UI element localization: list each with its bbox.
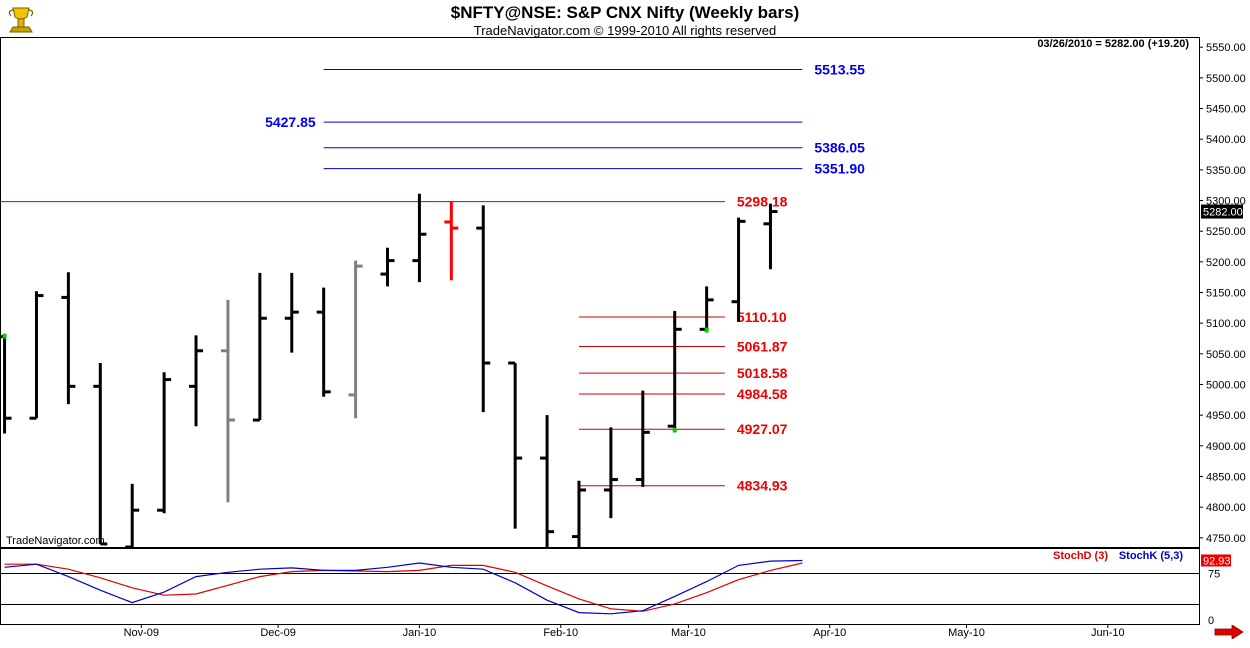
y-tick-label: 5100.00 [1206,318,1246,330]
chart-title: $NFTY@NSE: S&P CNX Nifty (Weekly bars) [450,3,800,22]
y-tick-label: 5550.00 [1206,42,1246,54]
y-tick-label: 5250.00 [1206,226,1246,238]
price-panel-frame [0,37,1200,548]
stoch-last-box [1201,554,1231,567]
signal-marker [672,427,677,433]
y-tick-label: 4950.00 [1206,410,1246,422]
y-tick-label: 4850.00 [1206,471,1246,483]
red-arrow-right-icon[interactable] [1214,624,1244,644]
stoch-y-tick-label: 75 [1208,569,1220,581]
last-price-box [1201,204,1243,219]
copyright-subtitle: TradeNavigator.com © 1999-2010 All right… [473,23,777,38]
stoch-series-line [4,562,803,612]
level-label: 4984.58 [737,386,788,402]
level-label: 5427.85 [265,114,316,130]
level-label: 5351.90 [814,161,865,177]
y-tick-label: 5000.00 [1206,379,1246,391]
watermark: TradeNavigator.com [6,535,105,547]
x-tick-label: Dec-09 [260,627,295,639]
y-tick-label: 5350.00 [1206,165,1246,177]
level-label: 5018.58 [737,365,788,381]
level-label: 5298.18 [737,194,788,210]
level-label: 5386.05 [814,140,865,156]
stoch-last-label: 92.93 [1203,555,1231,567]
x-tick-label: Jun-10 [1091,627,1125,639]
level-label: 4834.93 [737,478,788,494]
level-label: 5110.10 [737,309,787,325]
y-tick-label: 5050.00 [1206,349,1246,361]
stoch-y-tick-label: 0 [1208,615,1214,627]
x-tick-label: Apr-10 [813,627,846,639]
y-tick-label: 5300.00 [1206,196,1246,208]
level-label: 4927.07 [737,421,788,437]
y-tick-label: 4750.00 [1206,533,1246,545]
y-tick-label: 5500.00 [1206,73,1246,85]
y-tick-label: 4800.00 [1206,502,1246,514]
date-price-readout: 03/26/2010 = 5282.00 (+19.20) [1037,38,1189,50]
level-label: 5513.55 [814,62,865,78]
x-tick-label: Nov-09 [124,627,159,639]
stoch-series-line [4,559,803,615]
legend-stochd: StochD (3) [1053,550,1108,562]
signal-marker [2,333,7,339]
y-tick-label: 5400.00 [1206,134,1246,146]
y-tick-label: 5150.00 [1206,288,1246,300]
x-tick-label: Jan-10 [403,627,437,639]
last-price-label: 5282.00 [1203,207,1243,219]
y-tick-label: 4900.00 [1206,441,1246,453]
trophy-icon [4,4,38,38]
x-tick-label: May-10 [948,627,985,639]
y-tick-label: 5450.00 [1206,104,1246,116]
level-label: 5061.87 [737,339,788,355]
x-tick-label: Feb-10 [543,627,578,639]
x-tick-label: Mar-10 [671,627,706,639]
signal-marker [704,327,709,333]
legend-stochk: StochK (5,3) [1119,550,1184,562]
y-tick-label: 5200.00 [1206,257,1246,269]
